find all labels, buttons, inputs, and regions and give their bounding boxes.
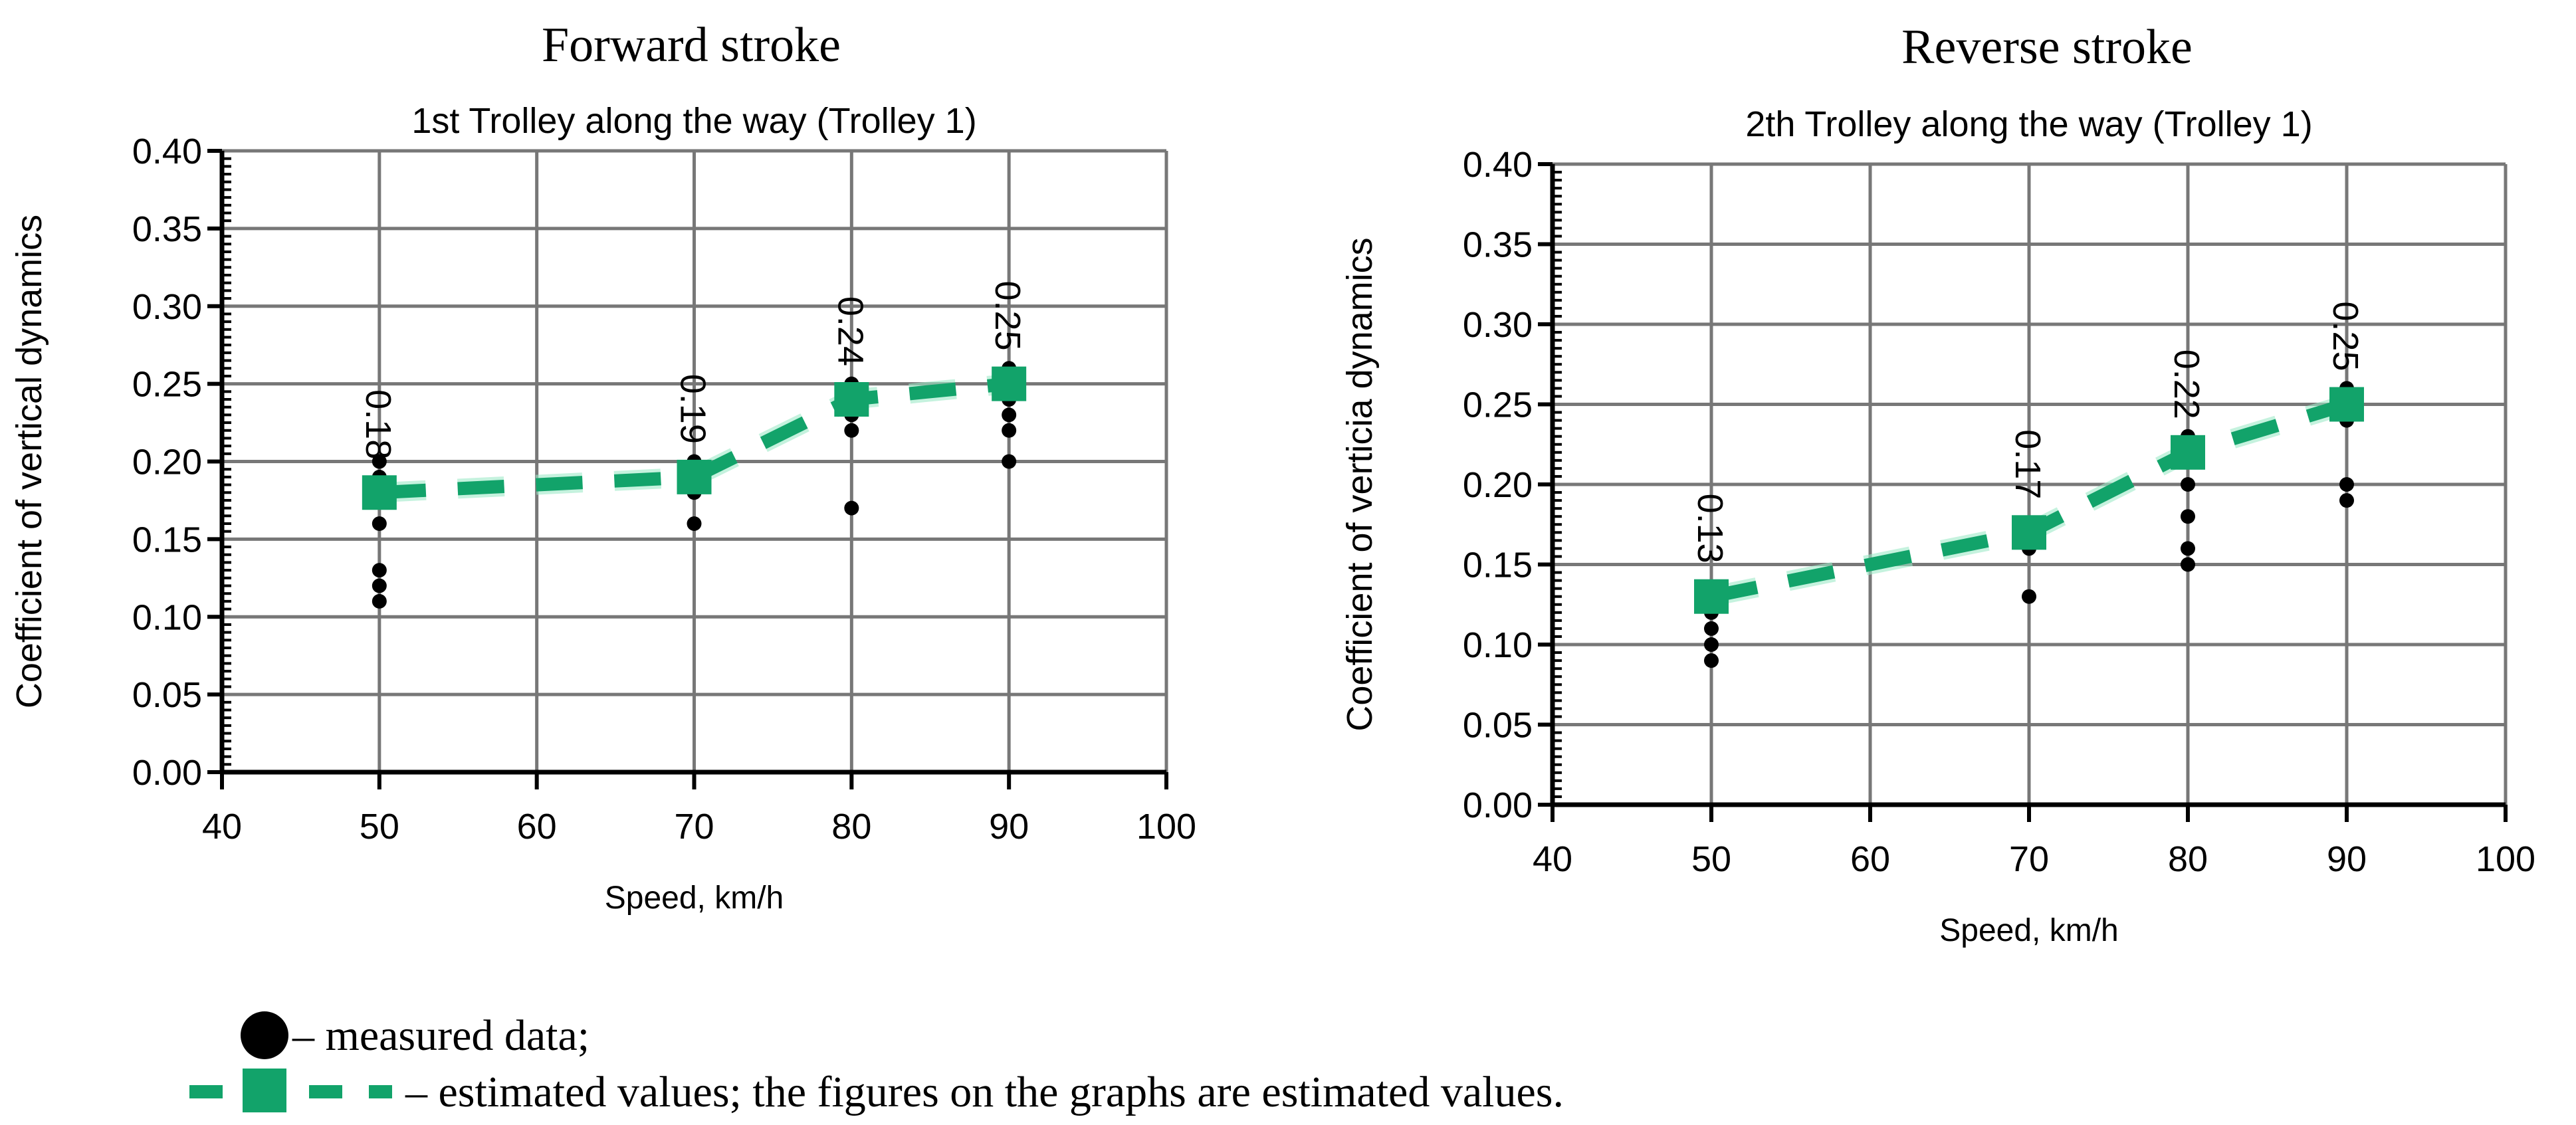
x-tick-label: 80: [831, 807, 871, 847]
x-tick-label: 90: [2327, 839, 2367, 879]
y-tick-label: 0.30: [132, 287, 202, 327]
estimated-line: [379, 377, 1010, 500]
y-axis-label: Coefficient of verticia dynamics: [1340, 237, 1380, 731]
measured-point: [2339, 493, 2354, 508]
chart-title: 1st Trolley along the way (Trolley 1): [411, 101, 976, 141]
estimated-point: [1694, 579, 1729, 614]
measured-point: [687, 516, 702, 531]
y-axis-label: Coefficient of vertical dynamics: [9, 215, 49, 708]
estimated-value-label: 0.18: [358, 389, 398, 459]
x-axis-label: Speed, km/h: [1939, 913, 2118, 948]
y-tick-label: 0.30: [1463, 305, 1533, 345]
measured-point: [844, 500, 859, 516]
measured-point: [2181, 541, 2195, 556]
y-tick-label: 0.15: [132, 520, 202, 560]
estimated-value-label: 0.22: [2167, 350, 2206, 419]
x-tick-label: 50: [360, 807, 399, 847]
legend-estimated-label: – estimated values; the figures on the g…: [405, 1068, 1564, 1116]
x-tick-label: 100: [1136, 807, 1196, 847]
y-tick-label: 0.40: [132, 132, 202, 171]
chart-heading: Forward stroke: [542, 18, 841, 72]
measured-point: [1704, 637, 1719, 652]
y-tick-label: 0.15: [1463, 546, 1533, 585]
x-tick-label: 40: [1533, 839, 1572, 879]
legend-measured-label: – measured data;: [292, 1011, 590, 1060]
measured-point: [2181, 477, 2195, 492]
x-tick-label: 100: [2476, 839, 2535, 879]
y-tick-label: 0.10: [1463, 625, 1533, 665]
measured-point: [1002, 454, 1017, 469]
measured-point: [1704, 653, 1719, 668]
x-tick-label: 70: [674, 807, 714, 847]
measured-point: [2181, 557, 2195, 572]
legend-estimated-marker: [243, 1069, 286, 1112]
x-tick-label: 60: [1850, 839, 1890, 879]
measured-point: [1002, 423, 1017, 438]
x-tick-label: 40: [202, 807, 242, 847]
estimated-value-label: 0.25: [988, 281, 1027, 351]
estimated-point: [362, 475, 397, 510]
measured-point: [372, 516, 387, 531]
y-tick-label: 0.25: [132, 365, 202, 405]
y-tick-label: 0.20: [132, 443, 202, 482]
y-tick-label: 0.00: [1463, 785, 1533, 825]
y-tick-label: 0.25: [1463, 385, 1533, 425]
x-axis-label: Speed, km/h: [605, 880, 784, 916]
x-tick-label: 50: [1691, 839, 1731, 879]
estimated-value-label: 0.24: [830, 296, 870, 366]
estimated-point: [834, 382, 869, 417]
chart-title: 2th Trolley along the way (Trolley 1): [1745, 104, 2312, 144]
y-tick-label: 0.35: [1463, 225, 1533, 265]
estimated-value-label: 0.17: [2008, 429, 2048, 499]
x-tick-label: 70: [2009, 839, 2049, 879]
y-tick-label: 0.05: [132, 675, 202, 715]
measured-point: [1704, 621, 1719, 636]
measured-point: [2339, 477, 2354, 492]
estimated-point: [2012, 515, 2046, 550]
measured-point: [1002, 407, 1017, 423]
estimated-point: [2171, 435, 2205, 470]
x-tick-label: 60: [517, 807, 557, 847]
estimated-value-label: 0.25: [2325, 301, 2365, 371]
y-tick-label: 0.40: [1463, 145, 1533, 185]
y-tick-label: 0.10: [132, 597, 202, 637]
x-tick-label: 90: [989, 807, 1029, 847]
measured-point: [372, 593, 387, 609]
estimated-line: [1710, 397, 2349, 603]
estimated-point: [2329, 387, 2364, 422]
estimated-value-label: 0.19: [673, 374, 713, 444]
chart-1: Forward stroke 1st Trolley along the way …: [9, 18, 1196, 916]
estimated-value-label: 0.13: [1690, 494, 1730, 563]
legend: – measured data; – estimated values; the …: [189, 1011, 1564, 1116]
chart-heading: Reverse stroke: [1901, 20, 2193, 74]
x-tick-label: 80: [2168, 839, 2208, 879]
y-tick-label: 0.35: [132, 209, 202, 249]
measured-point: [372, 454, 387, 469]
legend-measured-marker: [241, 1011, 288, 1059]
estimated-point: [992, 366, 1027, 401]
measured-point: [372, 563, 387, 578]
chart-2: Reverse stroke 2th Trolley along the way …: [1340, 20, 2535, 948]
measured-point: [2022, 589, 2036, 604]
y-tick-label: 0.00: [132, 753, 202, 793]
measured-point: [2181, 509, 2195, 524]
y-tick-label: 0.20: [1463, 465, 1533, 505]
measured-point: [372, 578, 387, 593]
measured-point: [844, 423, 859, 438]
estimated-point: [677, 459, 712, 494]
y-tick-label: 0.05: [1463, 706, 1533, 746]
